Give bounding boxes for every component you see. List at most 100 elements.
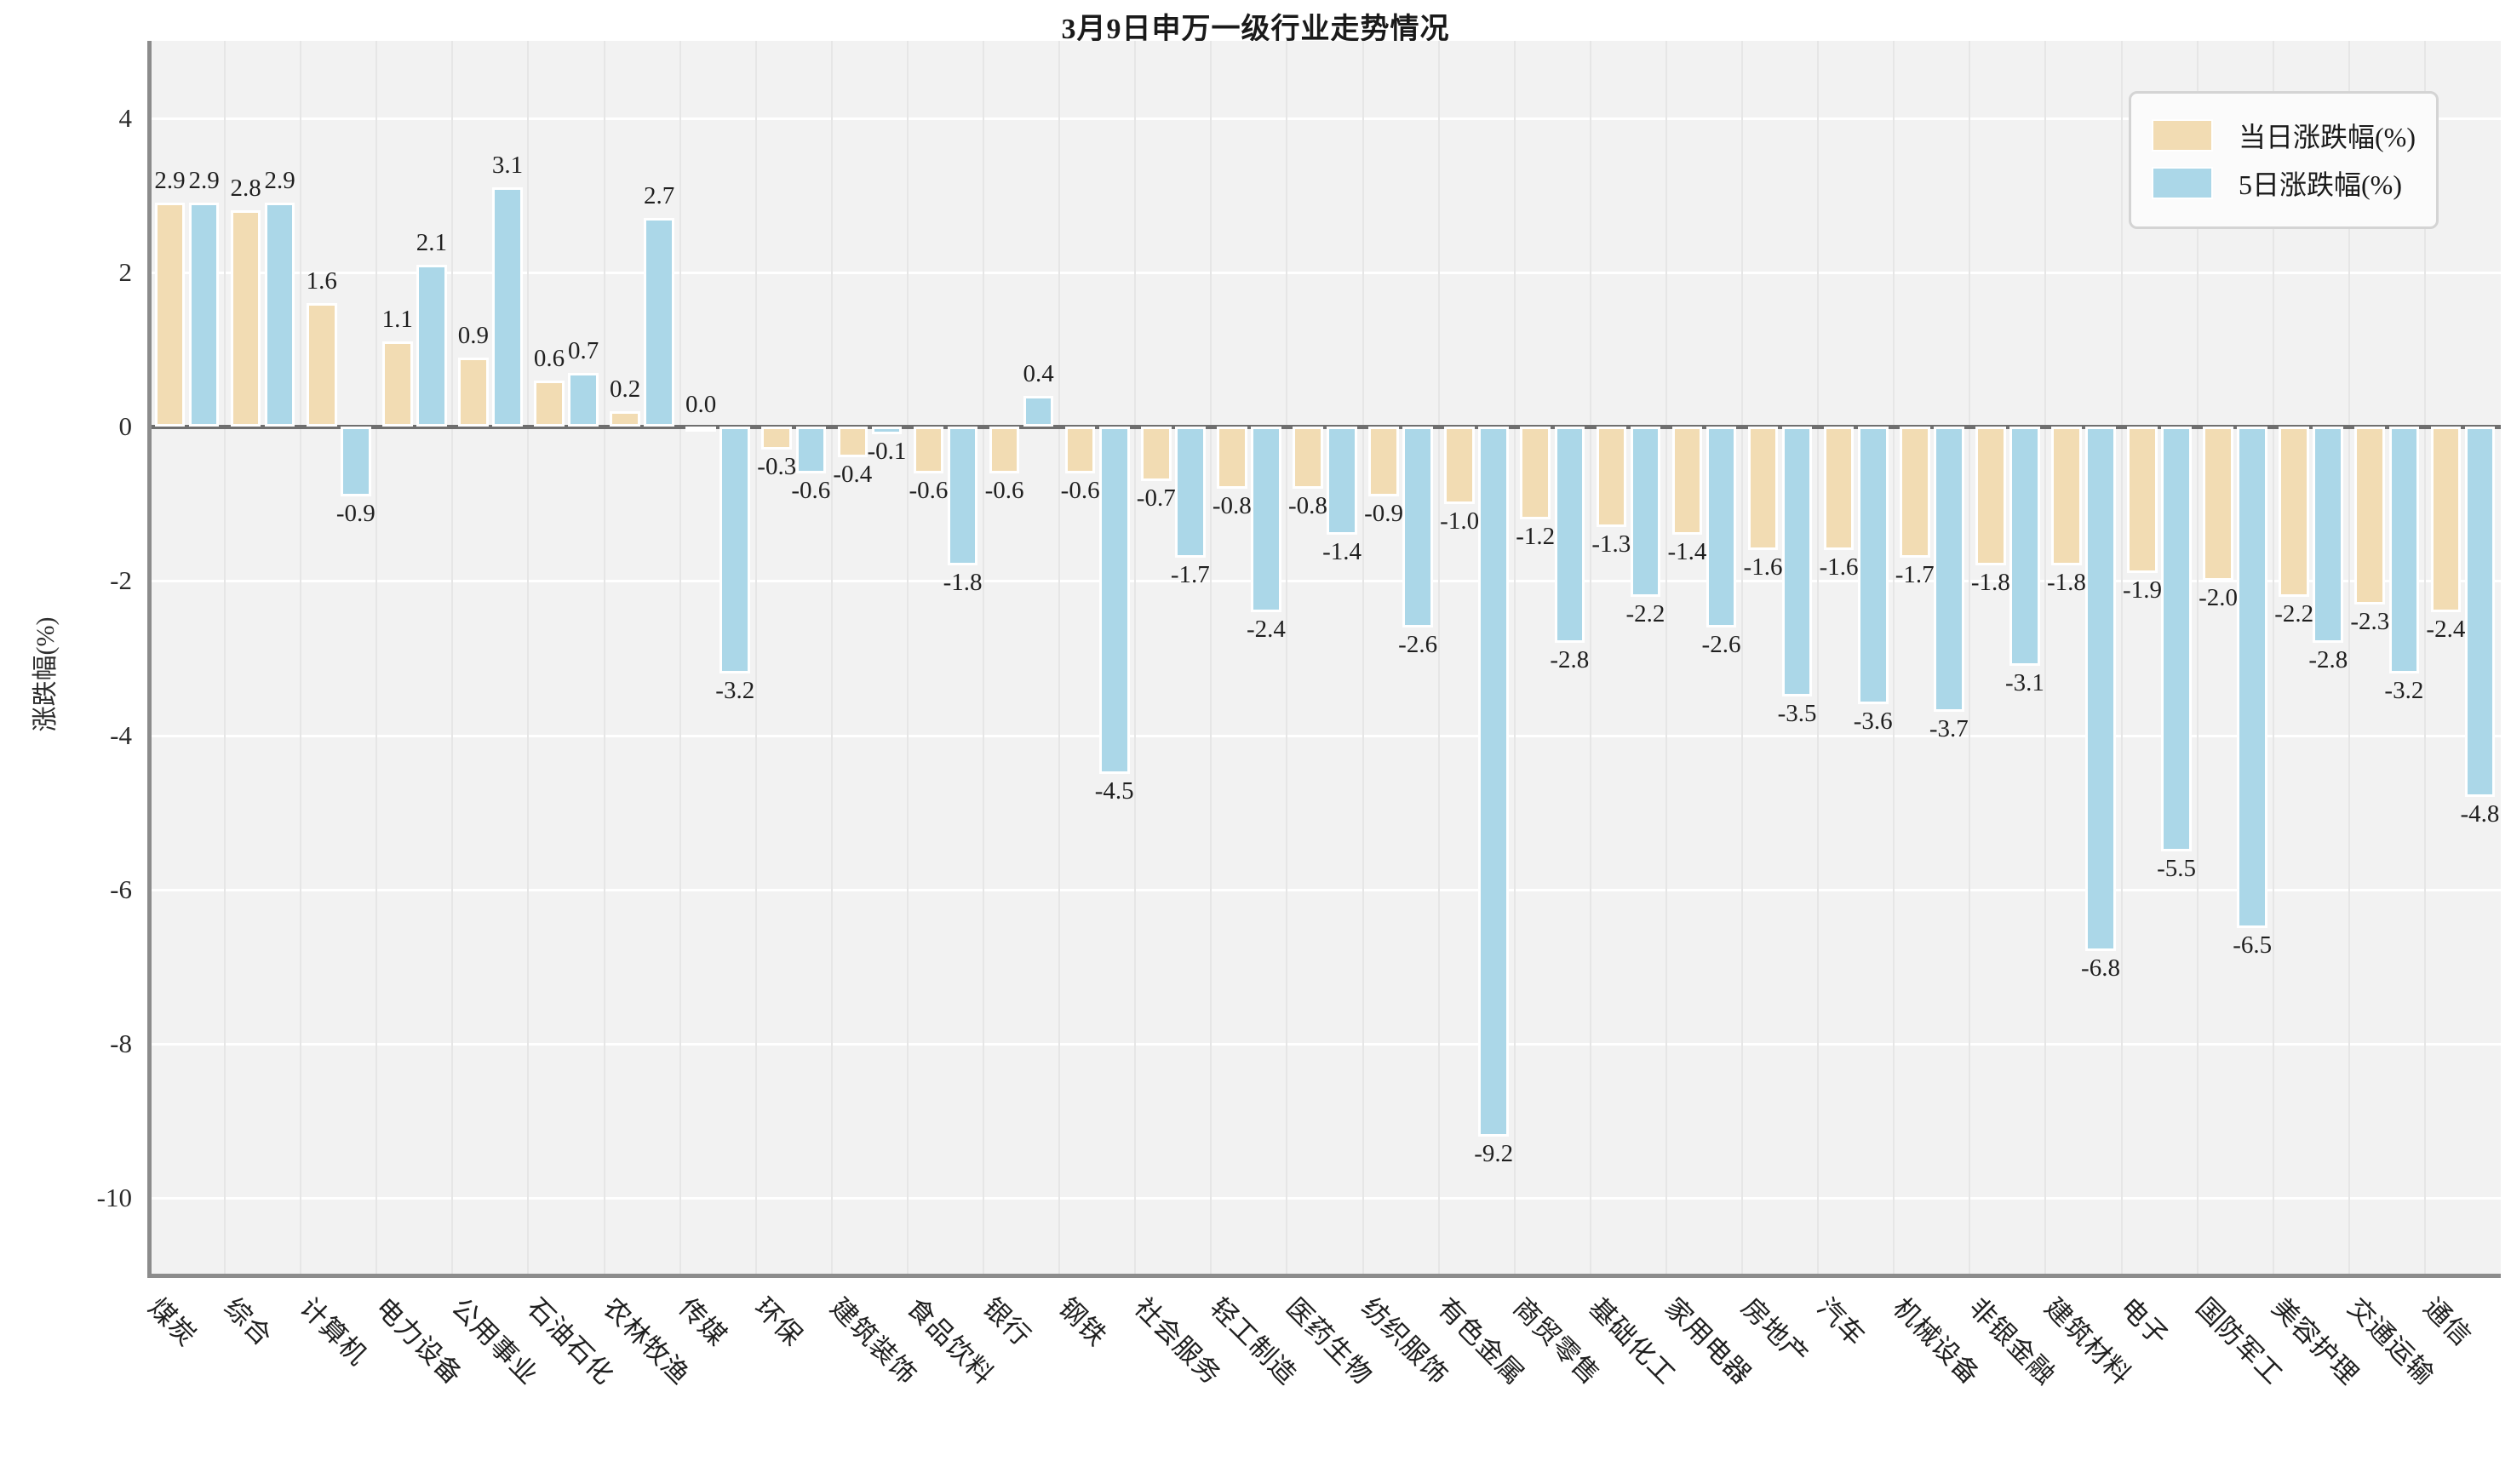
bar-value-label: 2.9 bbox=[188, 167, 220, 195]
bar-value-label: -3.2 bbox=[2384, 677, 2424, 705]
h-gridline bbox=[149, 888, 2501, 891]
bar-daily bbox=[1899, 427, 1930, 559]
bar-value-label: -0.6 bbox=[791, 476, 831, 504]
bar-value-label: 0.2 bbox=[609, 375, 641, 403]
bar-value-label: -2.8 bbox=[1550, 645, 1590, 673]
bar-value-label: -0.1 bbox=[867, 438, 907, 466]
legend-item-daily: 当日涨跌幅(%) bbox=[2152, 116, 2416, 155]
v-gridline bbox=[2196, 41, 2199, 1275]
bar-5day bbox=[1175, 427, 1206, 559]
bar-value-label: -0.4 bbox=[833, 461, 873, 489]
v-gridline bbox=[1437, 41, 1440, 1275]
bar-daily bbox=[837, 427, 869, 458]
v-gridline bbox=[679, 41, 681, 1275]
bar-daily bbox=[381, 341, 413, 427]
h-gridline bbox=[149, 1197, 2501, 1200]
v-gridline bbox=[224, 41, 226, 1275]
y-tick-label: -10 bbox=[96, 1183, 132, 1213]
v-gridline bbox=[754, 41, 757, 1275]
bar-value-label: -3.7 bbox=[1929, 715, 1969, 743]
bar-value-label: -0.8 bbox=[1287, 491, 1327, 519]
x-tick-label: 传媒 bbox=[673, 1292, 733, 1352]
bar-value-label: 3.1 bbox=[491, 152, 524, 180]
v-gridline bbox=[527, 41, 530, 1275]
bar-5day bbox=[2237, 427, 2267, 929]
bar-value-label: -2.6 bbox=[1701, 630, 1741, 658]
v-gridline bbox=[1210, 41, 1213, 1275]
bar-value-label: -1.6 bbox=[1819, 553, 1859, 582]
v-gridline bbox=[1969, 41, 1971, 1275]
bar-value-label: -0.6 bbox=[909, 476, 949, 504]
x-tick-label: 汽车 bbox=[1811, 1292, 1872, 1352]
v-gridline bbox=[300, 41, 302, 1275]
bar-daily bbox=[306, 303, 337, 427]
bar-value-label: -2.4 bbox=[2426, 615, 2466, 643]
bar-5day bbox=[1251, 427, 1281, 612]
bar-value-label: -3.1 bbox=[2004, 669, 2044, 697]
bar-value-label: -0.8 bbox=[1212, 491, 1252, 519]
bar-value-label: -1.8 bbox=[2046, 569, 2086, 597]
bar-5day bbox=[2009, 427, 2040, 667]
bar-value-label: -1.3 bbox=[1591, 530, 1631, 558]
h-gridline bbox=[149, 117, 2501, 120]
bar-value-label: -1.4 bbox=[1322, 538, 1362, 565]
y-tick-label: -2 bbox=[110, 565, 132, 596]
bar-value-label: -2.8 bbox=[2308, 645, 2348, 673]
bar-5day bbox=[2085, 427, 2116, 952]
bar-daily bbox=[610, 411, 640, 427]
bar-value-label: -2.2 bbox=[2274, 599, 2314, 627]
bar-value-label: -3.5 bbox=[1777, 700, 1817, 728]
v-gridline bbox=[1286, 41, 1288, 1275]
v-gridline bbox=[2120, 41, 2123, 1275]
x-tick-label: 计算机 bbox=[294, 1292, 373, 1372]
bar-5day bbox=[2313, 427, 2344, 643]
bar-5day bbox=[1934, 427, 1964, 713]
bar-daily bbox=[1671, 427, 1703, 535]
bar-daily bbox=[1140, 427, 1172, 481]
bar-5day bbox=[947, 427, 978, 566]
bar-daily bbox=[1217, 427, 1247, 489]
bar-value-label: -1.4 bbox=[1667, 538, 1707, 565]
bar-value-label: 0.7 bbox=[567, 336, 599, 364]
bar-5day bbox=[264, 203, 295, 427]
bar-5day bbox=[1023, 395, 1054, 427]
bar-daily bbox=[1596, 427, 1627, 527]
bar-5day bbox=[492, 187, 523, 427]
v-gridline bbox=[1817, 41, 1820, 1275]
x-tick-label: 综合 bbox=[218, 1292, 278, 1352]
bar-5day bbox=[644, 218, 674, 427]
bar-value-label: 2.1 bbox=[416, 228, 447, 256]
bar-5day bbox=[1327, 427, 1357, 535]
v-gridline bbox=[2423, 41, 2426, 1275]
bar-daily bbox=[230, 210, 261, 427]
v-gridline bbox=[830, 41, 833, 1275]
bar-value-label: -0.7 bbox=[1136, 484, 1176, 512]
bar-5day bbox=[1857, 427, 1889, 705]
bar-daily bbox=[1293, 427, 1323, 489]
v-gridline bbox=[906, 41, 909, 1275]
bar-value-label: 2.9 bbox=[264, 167, 295, 195]
bar-value-label: -6.8 bbox=[2081, 954, 2120, 983]
bar-value-label: -1.8 bbox=[1970, 569, 2010, 597]
v-gridline bbox=[1893, 41, 1895, 1275]
bar-daily bbox=[2279, 427, 2310, 597]
bar-5day bbox=[871, 427, 903, 435]
bar-daily bbox=[2430, 427, 2462, 612]
x-tick-label: 通信 bbox=[2418, 1292, 2479, 1352]
h-gridline bbox=[149, 271, 2501, 274]
x-axis-spine bbox=[147, 1274, 2501, 1278]
bar-5day bbox=[1554, 427, 1585, 643]
bar-value-label: 1.1 bbox=[381, 306, 413, 334]
y-tick-label: 2 bbox=[118, 256, 133, 287]
h-gridline bbox=[149, 1043, 2501, 1046]
bar-daily bbox=[2203, 427, 2233, 582]
bar-daily bbox=[685, 427, 716, 433]
legend-label-daily: 当日涨跌幅(%) bbox=[2239, 122, 2416, 152]
bar-5day bbox=[568, 372, 599, 427]
v-gridline bbox=[1665, 41, 1667, 1275]
bar-5day bbox=[795, 427, 827, 473]
v-gridline bbox=[2272, 41, 2274, 1275]
bar-5day bbox=[1706, 427, 1737, 627]
bar-5day bbox=[1478, 427, 1510, 1137]
